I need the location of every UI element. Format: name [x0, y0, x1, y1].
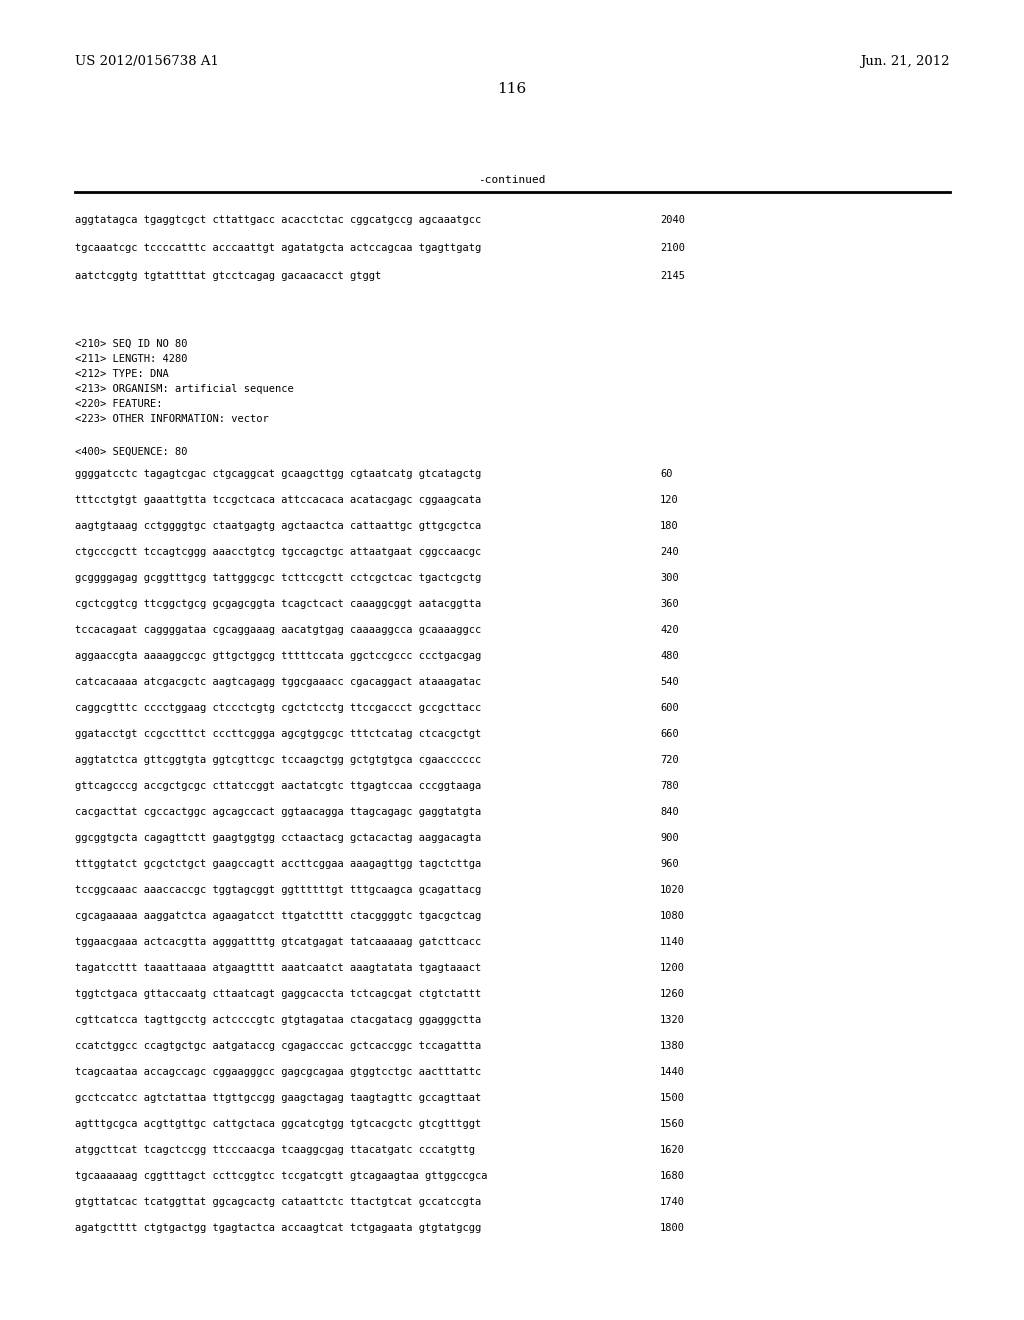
Text: 1200: 1200	[660, 964, 685, 973]
Text: 1680: 1680	[660, 1171, 685, 1181]
Text: 1380: 1380	[660, 1041, 685, 1051]
Text: 1560: 1560	[660, 1119, 685, 1129]
Text: 180: 180	[660, 521, 679, 531]
Text: 840: 840	[660, 807, 679, 817]
Text: 1080: 1080	[660, 911, 685, 921]
Text: 2100: 2100	[660, 243, 685, 253]
Text: tccacagaat caggggataa cgcaggaaag aacatgtgag caaaaggcca gcaaaaggcc: tccacagaat caggggataa cgcaggaaag aacatgt…	[75, 624, 481, 635]
Text: <223> OTHER INFORMATION: vector: <223> OTHER INFORMATION: vector	[75, 414, 268, 424]
Text: 1740: 1740	[660, 1197, 685, 1206]
Text: 1500: 1500	[660, 1093, 685, 1104]
Text: <400> SEQUENCE: 80: <400> SEQUENCE: 80	[75, 447, 187, 457]
Text: 2040: 2040	[660, 215, 685, 224]
Text: <210> SEQ ID NO 80: <210> SEQ ID NO 80	[75, 339, 187, 348]
Text: gcggggagag gcggtttgcg tattgggcgc tcttccgctt cctcgctcac tgactcgctg: gcggggagag gcggtttgcg tattgggcgc tcttccg…	[75, 573, 481, 583]
Text: aatctcggtg tgtattttat gtcctcagag gacaacacct gtggt: aatctcggtg tgtattttat gtcctcagag gacaaca…	[75, 271, 381, 281]
Text: 1620: 1620	[660, 1144, 685, 1155]
Text: US 2012/0156738 A1: US 2012/0156738 A1	[75, 55, 219, 69]
Text: tgcaaatcgc tccccatttc acccaattgt agatatgcta actccagcaa tgagttgatg: tgcaaatcgc tccccatttc acccaattgt agatatg…	[75, 243, 481, 253]
Text: 60: 60	[660, 469, 673, 479]
Text: caggcgtttc cccctggaag ctccctcgtg cgctctcctg ttccgaccct gccgcttacc: caggcgtttc cccctggaag ctccctcgtg cgctctc…	[75, 704, 481, 713]
Text: <211> LENGTH: 4280: <211> LENGTH: 4280	[75, 354, 187, 364]
Text: 240: 240	[660, 546, 679, 557]
Text: cgctcggtcg ttcggctgcg gcgagcggta tcagctcact caaaggcggt aatacggtta: cgctcggtcg ttcggctgcg gcgagcggta tcagctc…	[75, 599, 481, 609]
Text: 960: 960	[660, 859, 679, 869]
Text: tcagcaataa accagccagc cggaagggcc gagcgcagaa gtggtcctgc aactttattc: tcagcaataa accagccagc cggaagggcc gagcgca…	[75, 1067, 481, 1077]
Text: 720: 720	[660, 755, 679, 766]
Text: agtttgcgca acgttgttgc cattgctaca ggcatcgtgg tgtcacgctc gtcgtttggt: agtttgcgca acgttgttgc cattgctaca ggcatcg…	[75, 1119, 481, 1129]
Text: tttggtatct gcgctctgct gaagccagtt accttcggaa aaagagttgg tagctcttga: tttggtatct gcgctctgct gaagccagtt accttcg…	[75, 859, 481, 869]
Text: <212> TYPE: DNA: <212> TYPE: DNA	[75, 370, 169, 379]
Text: gtgttatcac tcatggttat ggcagcactg cataattctc ttactgtcat gccatccgta: gtgttatcac tcatggttat ggcagcactg cataatt…	[75, 1197, 481, 1206]
Text: 2145: 2145	[660, 271, 685, 281]
Text: 780: 780	[660, 781, 679, 791]
Text: 1800: 1800	[660, 1224, 685, 1233]
Text: 1140: 1140	[660, 937, 685, 946]
Text: cacgacttat cgccactggc agcagccact ggtaacagga ttagcagagc gaggtatgta: cacgacttat cgccactggc agcagccact ggtaaca…	[75, 807, 481, 817]
Text: 420: 420	[660, 624, 679, 635]
Text: 1320: 1320	[660, 1015, 685, 1026]
Text: 480: 480	[660, 651, 679, 661]
Text: tagatccttt taaattaaaa atgaagtttt aaatcaatct aaagtatata tgagtaaact: tagatccttt taaattaaaa atgaagtttt aaatcaa…	[75, 964, 481, 973]
Text: 1440: 1440	[660, 1067, 685, 1077]
Text: ggatacctgt ccgcctttct cccttcggga agcgtggcgc tttctcatag ctcacgctgt: ggatacctgt ccgcctttct cccttcggga agcgtgg…	[75, 729, 481, 739]
Text: ggcggtgcta cagagttctt gaagtggtgg cctaactacg gctacactag aaggacagta: ggcggtgcta cagagttctt gaagtggtgg cctaact…	[75, 833, 481, 843]
Text: agatgctttt ctgtgactgg tgagtactca accaagtcat tctgagaata gtgtatgcgg: agatgctttt ctgtgactgg tgagtactca accaagt…	[75, 1224, 481, 1233]
Text: 540: 540	[660, 677, 679, 686]
Text: ggggatcctc tagagtcgac ctgcaggcat gcaagcttgg cgtaatcatg gtcatagctg: ggggatcctc tagagtcgac ctgcaggcat gcaagct…	[75, 469, 481, 479]
Text: 116: 116	[498, 82, 526, 96]
Text: 660: 660	[660, 729, 679, 739]
Text: 1020: 1020	[660, 884, 685, 895]
Text: tccggcaaac aaaccaccgc tggtagcggt ggttttttgt tttgcaagca gcagattacg: tccggcaaac aaaccaccgc tggtagcggt ggttttt…	[75, 884, 481, 895]
Text: aggaaccgta aaaaggccgc gttgctggcg tttttccata ggctccgccc ccctgacgag: aggaaccgta aaaaggccgc gttgctggcg tttttcc…	[75, 651, 481, 661]
Text: Jun. 21, 2012: Jun. 21, 2012	[860, 55, 950, 69]
Text: 600: 600	[660, 704, 679, 713]
Text: <213> ORGANISM: artificial sequence: <213> ORGANISM: artificial sequence	[75, 384, 294, 393]
Text: gcctccatcc agtctattaa ttgttgccgg gaagctagag taagtagttc gccagttaat: gcctccatcc agtctattaa ttgttgccgg gaagcta…	[75, 1093, 481, 1104]
Text: 360: 360	[660, 599, 679, 609]
Text: atggcttcat tcagctccgg ttcccaacga tcaaggcgag ttacatgatc cccatgttg: atggcttcat tcagctccgg ttcccaacga tcaaggc…	[75, 1144, 475, 1155]
Text: cgttcatcca tagttgcctg actccccgtc gtgtagataa ctacgatacg ggagggctta: cgttcatcca tagttgcctg actccccgtc gtgtaga…	[75, 1015, 481, 1026]
Text: <220> FEATURE:: <220> FEATURE:	[75, 399, 163, 409]
Text: tggtctgaca gttaccaatg cttaatcagt gaggcaccta tctcagcgat ctgtctattt: tggtctgaca gttaccaatg cttaatcagt gaggcac…	[75, 989, 481, 999]
Text: cgcagaaaaa aaggatctca agaagatcct ttgatctttt ctacggggtc tgacgctcag: cgcagaaaaa aaggatctca agaagatcct ttgatct…	[75, 911, 481, 921]
Text: catcacaaaa atcgacgctc aagtcagagg tggcgaaacc cgacaggact ataaagatac: catcacaaaa atcgacgctc aagtcagagg tggcgaa…	[75, 677, 481, 686]
Text: 300: 300	[660, 573, 679, 583]
Text: aggtatctca gttcggtgta ggtcgttcgc tccaagctgg gctgtgtgca cgaacccccc: aggtatctca gttcggtgta ggtcgttcgc tccaagc…	[75, 755, 481, 766]
Text: ccatctggcc ccagtgctgc aatgataccg cgagacccac gctcaccggc tccagattta: ccatctggcc ccagtgctgc aatgataccg cgagacc…	[75, 1041, 481, 1051]
Text: 1260: 1260	[660, 989, 685, 999]
Text: 900: 900	[660, 833, 679, 843]
Text: 120: 120	[660, 495, 679, 506]
Text: tggaacgaaa actcacgtta agggattttg gtcatgagat tatcaaaaag gatcttcacc: tggaacgaaa actcacgtta agggattttg gtcatga…	[75, 937, 481, 946]
Text: gttcagcccg accgctgcgc cttatccggt aactatcgtc ttgagtccaa cccggtaaga: gttcagcccg accgctgcgc cttatccggt aactatc…	[75, 781, 481, 791]
Text: -continued: -continued	[478, 176, 546, 185]
Text: aggtatagca tgaggtcgct cttattgacc acacctctac cggcatgccg agcaaatgcc: aggtatagca tgaggtcgct cttattgacc acacctc…	[75, 215, 481, 224]
Text: tgcaaaaaag cggtttagct ccttcggtcc tccgatcgtt gtcagaagtaa gttggccgca: tgcaaaaaag cggtttagct ccttcggtcc tccgatc…	[75, 1171, 487, 1181]
Text: ctgcccgctt tccagtcggg aaacctgtcg tgccagctgc attaatgaat cggccaacgc: ctgcccgctt tccagtcggg aaacctgtcg tgccagc…	[75, 546, 481, 557]
Text: tttcctgtgt gaaattgtta tccgctcaca attccacaca acatacgagc cggaagcata: tttcctgtgt gaaattgtta tccgctcaca attccac…	[75, 495, 481, 506]
Text: aagtgtaaag cctggggtgc ctaatgagtg agctaactca cattaattgc gttgcgctca: aagtgtaaag cctggggtgc ctaatgagtg agctaac…	[75, 521, 481, 531]
